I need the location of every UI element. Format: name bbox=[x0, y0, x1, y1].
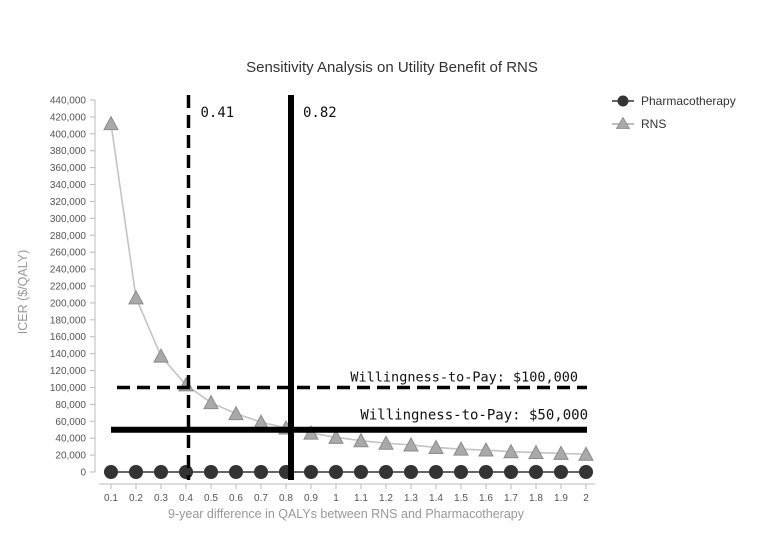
y-tick-label: 100,000 bbox=[50, 383, 87, 394]
data-point-pharmacotherapy bbox=[479, 465, 493, 479]
y-tick-label: 340,000 bbox=[50, 180, 87, 191]
data-point-pharmacotherapy bbox=[229, 465, 243, 479]
x-tick-label: 1.4 bbox=[429, 493, 443, 504]
x-tick-label: 0.7 bbox=[254, 493, 268, 504]
reference-hline-label: Willingness-to-Pay: $100,000 bbox=[350, 369, 578, 385]
data-point-rns bbox=[528, 444, 544, 460]
y-tick-label: 180,000 bbox=[50, 315, 87, 326]
y-tick-label: 20,000 bbox=[55, 451, 86, 462]
data-point-rns bbox=[328, 429, 344, 444]
data-point-pharmacotherapy bbox=[204, 465, 218, 479]
x-tick-label: 1 bbox=[333, 493, 339, 504]
data-point-rns bbox=[103, 115, 119, 131]
y-tick-label: 300,000 bbox=[50, 214, 87, 225]
y-tick-label: 380,000 bbox=[50, 146, 87, 157]
data-point-rns bbox=[378, 435, 394, 450]
x-tick-label: 0.1 bbox=[104, 493, 118, 504]
y-tick-label: 40,000 bbox=[55, 434, 86, 445]
y-axis-label: ICER ($/QALY) bbox=[16, 250, 30, 335]
y-tick-label: 0 bbox=[80, 468, 86, 479]
reference-lines: 0.41 0.82 Willingness-to-Pay: $100,000 Will… bbox=[111, 95, 588, 480]
x-tick-label: 0.3 bbox=[154, 493, 168, 504]
y-tick-label: 220,000 bbox=[50, 282, 87, 293]
y-tick-label: 440,000 bbox=[50, 96, 87, 107]
x-tick-label: 1.6 bbox=[479, 493, 493, 504]
legend-marker-pharmacotherapy bbox=[617, 95, 629, 107]
y-tick-label: 260,000 bbox=[50, 248, 87, 259]
data-point-pharmacotherapy bbox=[179, 465, 193, 479]
reference-vline-label: 0.82 bbox=[303, 105, 337, 121]
reference-hline-label: Willingness-to-Pay: $50,000 bbox=[360, 408, 588, 424]
data-point-pharmacotherapy bbox=[154, 465, 168, 479]
x-tick-label: 0.5 bbox=[204, 493, 218, 504]
data-point-pharmacotherapy bbox=[504, 465, 518, 479]
data-point-pharmacotherapy bbox=[254, 465, 268, 479]
data-point-pharmacotherapy bbox=[454, 465, 468, 479]
data-point-rns bbox=[403, 436, 419, 452]
legend-label-rns: RNS bbox=[641, 117, 666, 131]
x-tick-label: 1.5 bbox=[454, 493, 468, 504]
data-point-rns bbox=[428, 439, 444, 454]
data-point-rns bbox=[153, 348, 169, 363]
x-tick-label: 1.2 bbox=[379, 493, 393, 504]
chart-title: Sensitivity Analysis on Utility Benefit … bbox=[246, 59, 538, 76]
data-point-rns bbox=[203, 394, 219, 410]
y-tick-label: 320,000 bbox=[50, 197, 87, 208]
x-tick-label: 1.7 bbox=[504, 493, 518, 504]
data-point-pharmacotherapy bbox=[354, 465, 368, 479]
legend-label-pharmacotherapy: Pharmacotherapy bbox=[641, 94, 736, 108]
data-point-pharmacotherapy bbox=[529, 465, 543, 479]
x-axis-label: 9-year difference in QALYs between RNS a… bbox=[168, 507, 525, 521]
series-layer bbox=[103, 115, 594, 479]
y-tick-label: 140,000 bbox=[50, 349, 87, 360]
y-tick-label: 80,000 bbox=[55, 400, 86, 411]
series-line-rns bbox=[110, 123, 587, 456]
x-tick-label: 0.2 bbox=[129, 493, 143, 504]
data-point-pharmacotherapy bbox=[304, 465, 318, 479]
y-tick-label: 60,000 bbox=[55, 417, 86, 428]
y-tick-label: 160,000 bbox=[50, 332, 87, 343]
x-tick-label: 0.4 bbox=[179, 493, 193, 504]
data-point-pharmacotherapy bbox=[429, 465, 443, 479]
y-tick-label: 360,000 bbox=[50, 163, 87, 174]
legend-marker-rns bbox=[615, 116, 631, 129]
x-tick-label: 0.8 bbox=[279, 493, 293, 504]
y-tick-label: 120,000 bbox=[50, 366, 87, 377]
x-tick-label: 0.9 bbox=[304, 493, 318, 504]
data-point-rns bbox=[578, 446, 594, 461]
y-tick-label: 280,000 bbox=[50, 231, 87, 242]
x-axis: 0.1 0.2 0.3 0.4 0.5 0.6 0.7 0.8 0.9 1 1.1 1.2 1.3 1.4… bbox=[99, 483, 595, 504]
y-tick-label: 200,000 bbox=[50, 298, 87, 309]
data-point-pharmacotherapy bbox=[129, 465, 143, 479]
data-point-pharmacotherapy bbox=[404, 465, 418, 479]
y-tick-label: 420,000 bbox=[50, 112, 87, 123]
x-tick-label: 1.9 bbox=[554, 493, 568, 504]
y-tick-label: 240,000 bbox=[50, 265, 87, 276]
legend: Pharmacotherapy RNS bbox=[612, 94, 736, 131]
data-point-rns bbox=[228, 405, 244, 421]
data-point-rns bbox=[503, 443, 519, 459]
y-tick-label: 400,000 bbox=[50, 129, 87, 140]
x-tick-label: 1.8 bbox=[529, 493, 543, 504]
x-tick-label: 1.1 bbox=[354, 493, 368, 504]
data-point-pharmacotherapy bbox=[579, 465, 593, 479]
x-tick-label: 1.3 bbox=[404, 493, 418, 504]
data-point-rns bbox=[453, 441, 469, 456]
y-axis: 0 20,000 40,000 60,000 80,000 100,000 120,000 1… bbox=[50, 96, 96, 479]
data-point-rns bbox=[553, 445, 569, 460]
x-tick-label: 0.6 bbox=[229, 493, 243, 504]
data-point-rns bbox=[353, 432, 369, 448]
reference-vline-label: 0.41 bbox=[201, 105, 235, 121]
data-point-rns bbox=[253, 414, 269, 429]
data-point-pharmacotherapy bbox=[554, 465, 568, 479]
data-point-pharmacotherapy bbox=[104, 465, 118, 479]
data-point-pharmacotherapy bbox=[329, 465, 343, 479]
x-tick-label: 2 bbox=[583, 493, 589, 504]
data-point-pharmacotherapy bbox=[379, 465, 393, 479]
data-point-rns bbox=[478, 441, 494, 457]
data-point-rns bbox=[128, 289, 144, 305]
